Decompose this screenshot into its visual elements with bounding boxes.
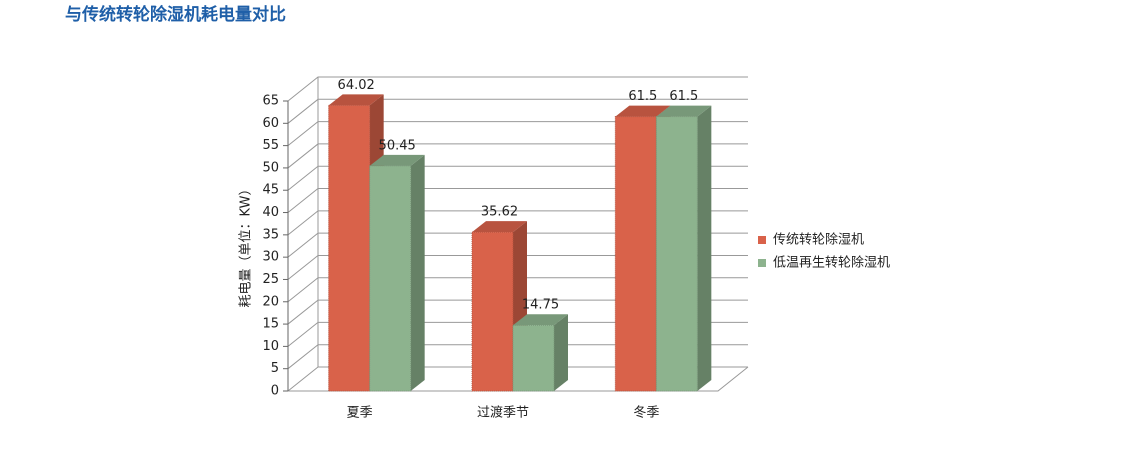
grid-line [287,165,748,191]
y-tick-label: 65 [262,94,279,109]
bar-top [328,94,384,106]
bar-side [554,314,568,391]
grid-line [287,232,748,258]
y-tick-label: 10 [262,339,279,354]
y-tick-label: 55 [262,138,279,153]
y-tick-label: 30 [262,250,279,265]
x-tick-label: 冬季 [633,405,659,421]
y-tick-label: 40 [262,205,279,220]
y-tick-label: 60 [262,116,279,131]
bar-side [410,154,425,391]
grid-line [287,98,748,124]
chart-title: 与传统转轮除湿机耗电量对比 [65,4,286,25]
data-label: 35.62 [481,205,518,220]
floor-edge [288,366,749,392]
legend-marker [758,236,766,244]
y-tick-label: 5 [271,361,279,376]
bar-top [369,154,425,166]
grid-line [287,366,748,392]
y-axis-label: 耗电量（单位：KW） [239,183,254,308]
grid-line [287,143,748,169]
grid-line [287,277,748,303]
legend-marker [758,259,766,267]
grid-line [287,210,748,236]
y-tick-label: 35 [262,227,279,242]
x-tick-label: 夏季 [347,406,373,421]
y-tick-label: 0 [271,384,279,399]
y-tick-label: 45 [262,183,279,198]
data-label: 61.5 [669,89,698,104]
grid-line [287,299,748,325]
y-tick-label: 25 [262,272,279,287]
bar [655,116,698,392]
legend-label: 传统转轮除湿机 [773,233,864,248]
bar [614,116,657,392]
bar-top [472,221,527,233]
bar-top [513,314,568,326]
y-tick-label: 15 [262,317,279,332]
bar-top [615,105,671,117]
x-tick-label: 过渡季节 [477,405,529,421]
grid-line [287,254,748,280]
grid-line [287,76,748,102]
data-label: 61.5 [628,89,657,104]
y-tick-label: 50 [262,160,279,175]
y-tick-label: 20 [262,294,279,309]
bar [369,165,412,392]
grid-line [287,121,748,147]
grid-line [287,344,748,370]
bar-side [697,105,712,391]
data-label: 14.75 [522,298,559,313]
grid-line [287,321,748,347]
bar-top [656,105,712,117]
grid-line [287,188,748,213]
bar [328,104,371,392]
legend-label: 低温再生转轮除湿机 [773,256,890,271]
data-label: 50.45 [379,138,416,153]
bar [471,231,514,392]
data-label: 64.02 [338,78,375,93]
bar [512,324,555,392]
